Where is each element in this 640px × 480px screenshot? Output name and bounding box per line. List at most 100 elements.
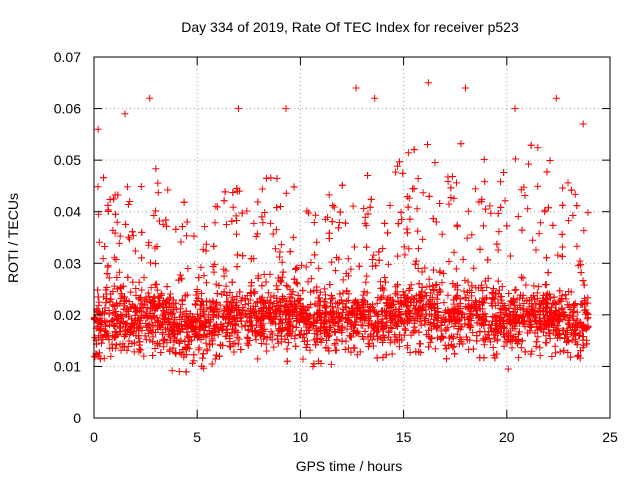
data-point (447, 341, 455, 349)
data-point (254, 355, 262, 363)
data-point (467, 292, 475, 300)
data-point (283, 297, 291, 305)
data-point (460, 287, 468, 295)
data-point (405, 309, 413, 317)
data-point (165, 331, 173, 339)
data-point (241, 295, 249, 303)
data-point (354, 305, 362, 313)
data-point (117, 346, 125, 354)
data-point (527, 350, 535, 358)
data-point (350, 243, 358, 251)
data-point (108, 344, 116, 352)
data-point (411, 316, 419, 324)
data-point (577, 347, 585, 355)
data-point (412, 348, 420, 356)
data-point (264, 312, 272, 320)
data-point (481, 178, 489, 186)
data-point (303, 337, 311, 345)
data-point (109, 288, 117, 296)
y-tick-label: 0.04 (54, 204, 81, 220)
data-point (170, 324, 178, 332)
data-point (275, 306, 283, 314)
data-point (404, 229, 412, 237)
data-point (288, 301, 296, 309)
data-point (475, 301, 483, 309)
data-point (286, 248, 294, 256)
data-point (394, 252, 402, 260)
data-point (468, 231, 476, 239)
data-point (582, 306, 590, 314)
data-point (482, 335, 490, 343)
data-point (453, 292, 461, 300)
data-point (212, 280, 220, 288)
data-point (453, 221, 461, 229)
data-point (285, 330, 293, 338)
data-point (388, 325, 396, 333)
data-point (413, 205, 421, 213)
data-point (128, 228, 136, 236)
data-point (284, 319, 292, 327)
data-point (359, 298, 367, 306)
data-point (512, 155, 520, 163)
data-point (359, 291, 367, 299)
data-point (209, 297, 217, 305)
data-point (354, 327, 362, 335)
y-tick-label: 0.02 (54, 307, 81, 323)
data-point (328, 258, 336, 266)
data-point (310, 287, 318, 295)
data-point (209, 311, 217, 319)
data-point (254, 274, 262, 282)
data-point (580, 281, 588, 289)
data-point (456, 340, 464, 348)
data-point (321, 320, 329, 328)
data-point (175, 367, 183, 375)
data-point (183, 218, 191, 226)
data-point (470, 264, 478, 272)
data-point (182, 351, 190, 359)
data-point (345, 290, 353, 298)
data-point (442, 325, 450, 333)
data-point (166, 336, 174, 344)
data-point (430, 287, 438, 295)
data-point (426, 338, 434, 346)
data-point (140, 274, 148, 282)
data-point (237, 297, 245, 305)
y-tick-label: 0.03 (54, 255, 81, 271)
data-point (222, 326, 230, 334)
data-point (519, 306, 527, 314)
data-point (325, 347, 333, 355)
data-point (394, 281, 402, 289)
data-point (260, 332, 268, 340)
data-point (231, 339, 239, 347)
data-point (564, 349, 572, 357)
data-point (367, 195, 375, 203)
data-point (322, 302, 330, 310)
data-point (433, 281, 441, 289)
data-point (494, 299, 502, 307)
data-point (414, 175, 422, 183)
data-point (573, 308, 581, 316)
data-point (337, 296, 345, 304)
data-point (448, 305, 456, 313)
data-point (226, 332, 234, 340)
data-point (363, 243, 371, 251)
data-point (433, 317, 441, 325)
data-point (404, 303, 412, 311)
data-point (490, 313, 498, 321)
data-point (212, 298, 220, 306)
data-point (241, 322, 249, 330)
data-point (584, 209, 592, 217)
data-point (225, 308, 233, 316)
data-point (163, 283, 171, 291)
data-point (202, 339, 210, 347)
data-point (576, 329, 584, 337)
data-point (241, 310, 249, 318)
data-point (307, 288, 315, 296)
data-point (310, 318, 318, 326)
data-point (146, 312, 154, 320)
data-point (475, 314, 483, 322)
data-point (321, 285, 329, 293)
data-point (328, 303, 336, 311)
data-point (145, 292, 153, 300)
